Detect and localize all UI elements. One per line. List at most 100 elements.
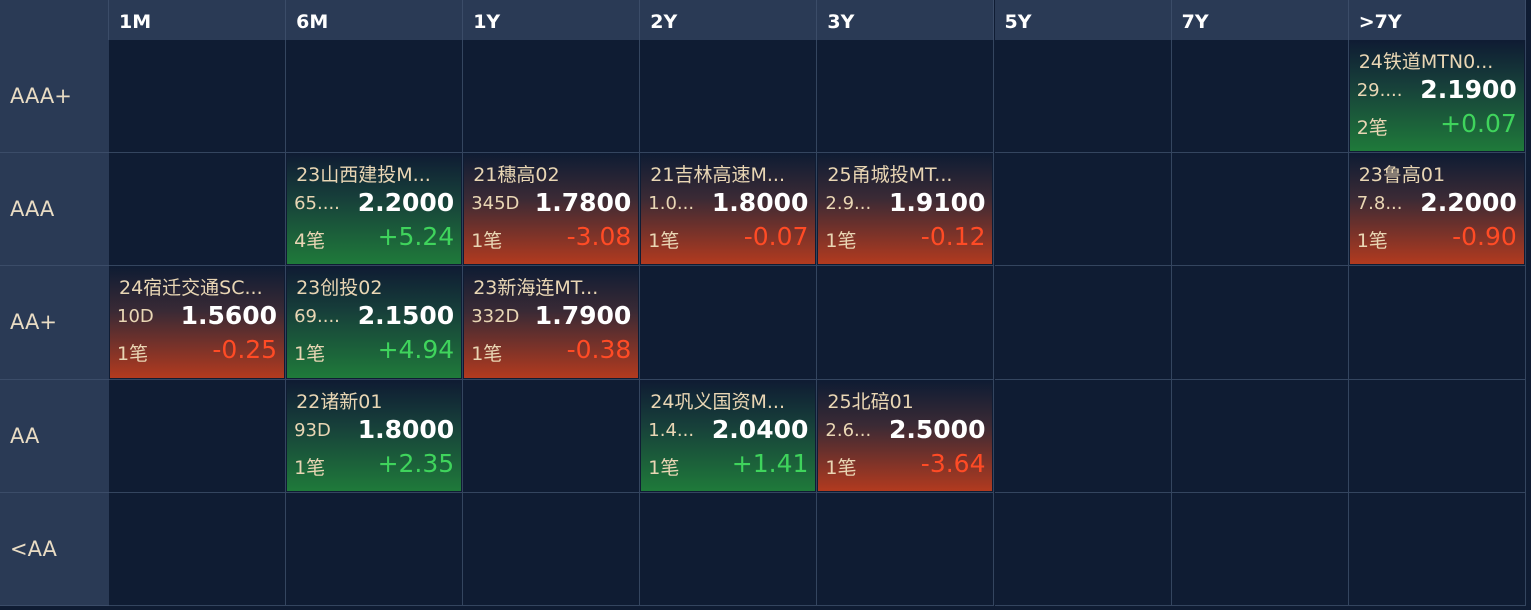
grid-cell: 23新海连MT... 332D 1.7900 1笔 -0.38 (463, 266, 641, 380)
yield-change: -0.25 (212, 335, 278, 365)
bond-quote[interactable]: 22诸新01 93D 1.8000 1笔 +2.35 (287, 380, 462, 491)
bond-quote[interactable]: 25甬城投MT... 2.9... 1.9100 1笔 -0.12 (818, 154, 993, 265)
grid-cell (109, 40, 287, 154)
column-header: 6M (286, 0, 464, 40)
yield-change: +1.41 (731, 448, 809, 478)
remaining-term: 10D (117, 306, 154, 328)
grid-cell (286, 492, 464, 606)
grid-cell: 25北碚01 2.6... 2.5000 1笔 -3.64 (817, 379, 995, 493)
bond-quote[interactable]: 23新海连MT... 332D 1.7900 1笔 -0.38 (464, 267, 639, 378)
grid-cell (994, 492, 1172, 606)
yield-change: -0.07 (743, 222, 809, 252)
yield: 2.1900 (1420, 75, 1517, 104)
bond-quote[interactable]: 23创投02 69.... 2.1500 1笔 +4.94 (287, 267, 462, 378)
remaining-term: 29.... (1356, 80, 1403, 101)
remaining-term: 2.6... (825, 419, 872, 441)
bond-name: 25北碚01 (827, 390, 914, 413)
bond-name: 24铁道MTN0... (1358, 51, 1494, 73)
grid-cell: 24铁道MTN0... 29.... 2.1900 2笔 +0.07 (1348, 40, 1526, 154)
trade-count: 1笔 (294, 343, 326, 366)
yield: 2.0400 (711, 414, 809, 444)
yield-change: +5.24 (377, 222, 455, 252)
row-label: <AA (0, 492, 109, 606)
bond-quote[interactable]: 25北碚01 2.6... 2.5000 1笔 -3.64 (818, 380, 993, 491)
grid-cell (640, 40, 818, 154)
yield-change: +2.35 (377, 448, 455, 478)
grid-cell (1348, 266, 1526, 380)
grid-cell (1171, 153, 1349, 267)
trade-count: 1笔 (648, 230, 680, 253)
yield: 1.7900 (534, 301, 632, 331)
grid-cell: 25甬城投MT... 2.9... 1.9100 1笔 -0.12 (817, 153, 995, 267)
grid-cell (109, 153, 287, 267)
row-label: AA+ (0, 266, 109, 380)
grid-cell (1171, 266, 1349, 380)
grid-cell: 22诸新01 93D 1.8000 1笔 +2.35 (286, 379, 464, 493)
grid-cell: 23创投02 69.... 2.1500 1笔 +4.94 (286, 266, 464, 380)
remaining-term: 1.4... (648, 419, 695, 441)
remaining-term: 1.0... (648, 193, 695, 215)
bond-name: 24宿迁交通SC... (119, 277, 263, 300)
grid-cell: 21穗高02 345D 1.7800 1笔 -3.08 (463, 153, 641, 267)
column-header: 7Y (1171, 0, 1349, 40)
trade-count: 1笔 (648, 456, 680, 479)
grid-cell (994, 40, 1172, 154)
remaining-term: 332D (471, 306, 520, 328)
trade-count: 2笔 (1356, 117, 1388, 139)
yield: 2.2000 (357, 188, 455, 218)
yield: 1.8000 (711, 188, 809, 218)
yield-change: +4.94 (377, 335, 455, 365)
remaining-term: 93D (294, 419, 331, 441)
yield: 2.1500 (357, 301, 455, 331)
corner (0, 0, 109, 40)
bond-quote[interactable]: 21穗高02 345D 1.7800 1笔 -3.08 (464, 154, 639, 265)
trade-count: 4笔 (294, 230, 326, 253)
remaining-term: 345D (471, 193, 520, 215)
yield-change: -3.08 (566, 222, 632, 252)
trade-count: 1笔 (825, 456, 857, 479)
trade-count: 1笔 (471, 230, 503, 253)
grid-cell (817, 266, 995, 380)
column-header: 3Y (817, 0, 995, 40)
bond-quote[interactable]: 24巩义国资M... 1.4... 2.0400 1笔 +1.41 (641, 380, 816, 491)
trade-count: 1笔 (825, 230, 857, 253)
trade-count: 1笔 (294, 456, 326, 479)
column-header: 1Y (463, 0, 641, 40)
bond-name: 25甬城投MT... (827, 164, 953, 187)
bond-quote[interactable]: 24宿迁交通SC... 10D 1.5600 1笔 -0.25 (110, 267, 285, 378)
grid-cell (1171, 492, 1349, 606)
grid-cell: 24宿迁交通SC... 10D 1.5600 1笔 -0.25 (109, 266, 287, 380)
yield: 1.9100 (889, 188, 986, 218)
grid-cell (286, 40, 464, 154)
remaining-term: 7.8... (1356, 193, 1403, 215)
grid-cell (109, 492, 287, 606)
grid-cell (994, 153, 1172, 267)
column-header: 1M (109, 0, 287, 40)
bond-quote[interactable]: 23山西建投M... 65.... 2.2000 4笔 +5.24 (287, 154, 462, 265)
bond-name: 23山西建投M... (296, 164, 431, 187)
trade-count: 1笔 (471, 343, 503, 366)
bond-name: 21吉林高速M... (650, 164, 785, 187)
bond-name: 22诸新01 (296, 390, 383, 413)
column-header: 5Y (994, 0, 1172, 40)
bond-quote[interactable]: 24铁道MTN0... 29.... 2.1900 2笔 +0.07 (1349, 41, 1524, 152)
yield: 2.2000 (1420, 188, 1517, 218)
bond-quote[interactable]: 23鲁高01 7.8... 2.2000 1笔 -0.90 (1349, 154, 1524, 265)
grid-cell (817, 40, 995, 154)
bond-quote[interactable]: 21吉林高速M... 1.0... 1.8000 1笔 -0.07 (641, 154, 816, 265)
grid-cell (109, 379, 287, 493)
bond-name: 23创投02 (296, 277, 383, 300)
grid-cell (463, 379, 641, 493)
remaining-term: 69.... (294, 306, 340, 328)
yield: 1.7800 (534, 188, 632, 218)
grid-cell (463, 492, 641, 606)
yield: 1.5600 (180, 301, 278, 331)
remaining-term: 2.9... (825, 193, 872, 215)
bond-name: 21穗高02 (473, 164, 560, 187)
yield: 2.5000 (889, 414, 986, 444)
column-header: 2Y (640, 0, 818, 40)
grid-cell (1348, 379, 1526, 493)
grid-cell (994, 266, 1172, 380)
grid-cell (994, 379, 1172, 493)
